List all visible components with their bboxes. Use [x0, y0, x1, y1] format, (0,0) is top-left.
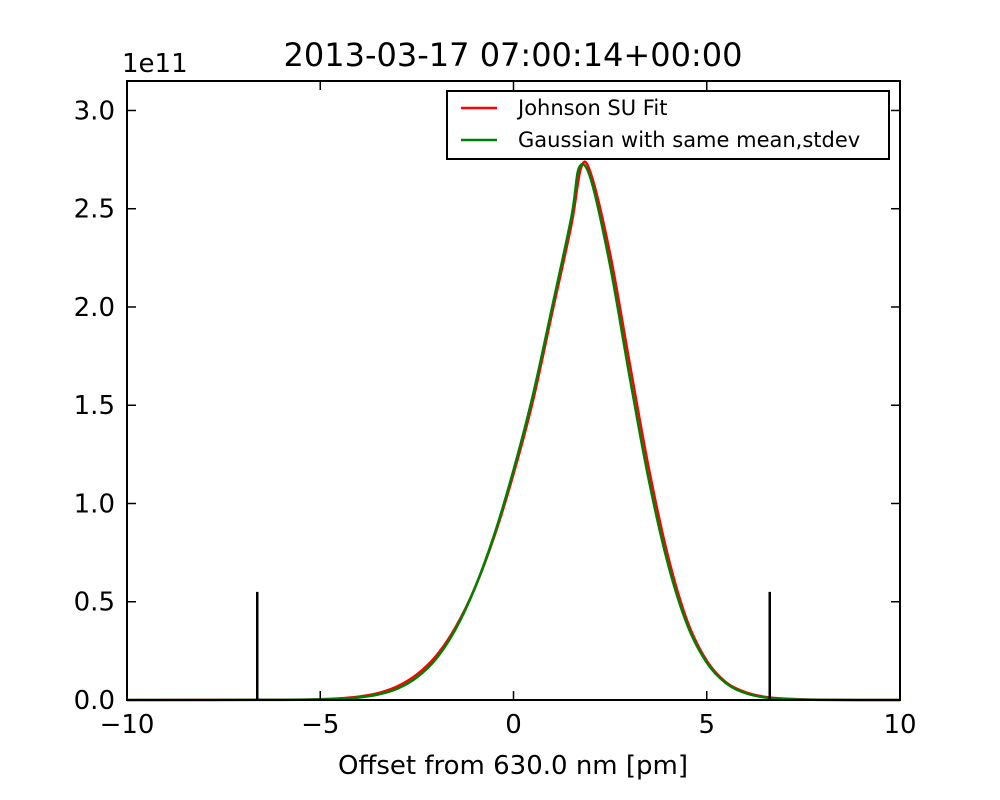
x-tick-label: 5: [698, 710, 715, 740]
legend-entry-2: Gaussian with same mean,stdev: [461, 128, 860, 152]
series-layer: [126, 160, 901, 702]
x-tick-label: −5: [301, 710, 339, 740]
y-tick-label: 2.5: [74, 195, 115, 225]
y-scale-label: 1e11: [122, 49, 188, 79]
y-tick-label: 0.0: [74, 686, 115, 716]
legend-box: [446, 90, 890, 160]
marker-lines: [256, 591, 771, 700]
legend: Johnson SU Fit Gaussian with same mean,st…: [446, 90, 890, 160]
y-tick-label: 1.0: [74, 489, 115, 519]
y-axis-ticks: 0.0 0.5 1.0 1.5 2.0 2.5 3.0: [74, 96, 900, 716]
x-tick-label: 0: [505, 710, 522, 740]
x-axis-ticks: −10 −5 0 5 10: [100, 81, 917, 740]
legend-entries: Johnson SU Fit Gaussian with same mean,st…: [461, 96, 860, 152]
legend-label: Gaussian with same mean,stdev: [518, 128, 860, 152]
chart-title: 2013-03-17 07:00:14+00:00: [284, 36, 743, 74]
x-tick-label: 10: [883, 710, 916, 740]
legend-label: Johnson SU Fit: [516, 96, 667, 120]
legend-entry-1: Johnson SU Fit: [461, 96, 667, 120]
series-line-2: [126, 162, 901, 702]
x-tick-label: −10: [100, 710, 155, 740]
y-tick-label: 0.5: [74, 588, 115, 618]
y-tick-label: 2.0: [74, 293, 115, 323]
y-tick-label: 3.0: [74, 96, 115, 126]
plot-area: −10 −5 0 5 10 0.0 0.5 1.0 1.5 2.0 2.5 3.0: [74, 80, 917, 740]
x-axis-label: Offset from 630.0 nm [pm]: [338, 751, 688, 781]
y-tick-label: 1.5: [74, 391, 115, 421]
